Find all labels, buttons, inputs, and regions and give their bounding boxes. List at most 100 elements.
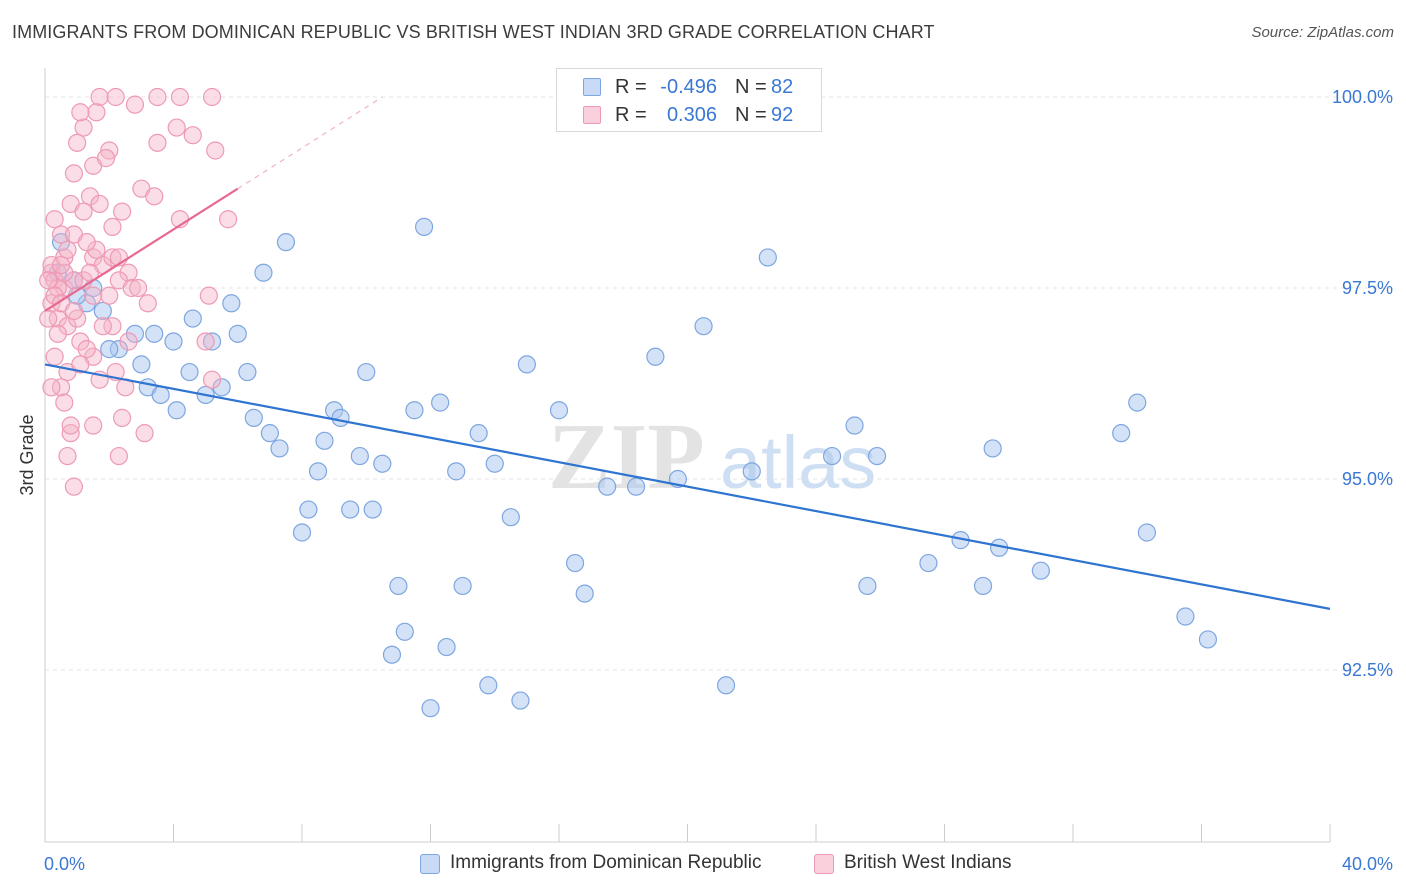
legend-label-dominican: Immigrants from Dominican Republic [450, 852, 762, 873]
data-point-dominican [164, 332, 183, 351]
data-point-bwi [61, 424, 80, 443]
data-point-dominican [270, 439, 289, 458]
data-point-bwi [71, 332, 90, 351]
data-point-bwi [196, 332, 215, 351]
data-point-bwi [71, 103, 90, 122]
data-point-dominican [469, 424, 488, 443]
data-point-dominican [1128, 393, 1147, 412]
data-point-bwi [68, 133, 87, 152]
data-point-bwi [90, 87, 109, 107]
data-point-bwi [109, 446, 128, 466]
data-point-bwi [93, 317, 112, 336]
data-point-bwi [48, 309, 67, 328]
data-point-bwi [64, 301, 84, 321]
data-point-dominican [145, 324, 164, 343]
data-point-dominican [315, 431, 334, 450]
data-point-dominican [167, 401, 186, 420]
data-point-bwi [71, 355, 90, 374]
data-point-dominican [1112, 424, 1131, 443]
data-point-bwi [103, 217, 122, 236]
data-point-dominican [694, 317, 713, 336]
data-point-dominican [254, 263, 273, 282]
data-point-bwi [129, 278, 148, 298]
data-point-bwi [138, 294, 157, 313]
data-point-dominican [222, 294, 241, 313]
stats-r-label: R = [615, 104, 647, 126]
stats-swatch-dominican [583, 78, 601, 96]
data-point-dominican [183, 309, 202, 328]
stats-row-bwi: R = 0.306 N = 92 [557, 102, 821, 130]
data-point-bwi [119, 332, 138, 351]
trend-line-dominican [44, 363, 1331, 610]
stats-r-label: R = [615, 76, 647, 98]
x-tick-labels: 0.0% 40.0% [44, 854, 1393, 874]
data-point-dominican [511, 691, 530, 710]
data-point-bwi [45, 210, 64, 229]
data-point-bwi [77, 340, 96, 359]
data-point-dominican [598, 477, 617, 496]
data-point-bwi [80, 187, 100, 206]
data-point-dominican [373, 454, 392, 473]
data-point-dominican [858, 576, 877, 596]
data-point-dominican [389, 576, 408, 596]
data-point-dominican [414, 217, 434, 236]
stats-r-value: 0.306 [666, 104, 717, 126]
data-point-dominican [125, 324, 145, 343]
data-point-dominican [363, 500, 382, 519]
legend-label-bwi: British West Indians [844, 852, 1012, 873]
data-point-dominican [331, 408, 350, 427]
data-point-dominican [575, 584, 594, 603]
data-point-bwi [55, 393, 74, 412]
data-point-bwi [206, 141, 225, 160]
y-tick-labels: 100.0% 97.5% 95.0% 92.5% [1332, 87, 1393, 680]
watermark-zip: ZIP [548, 405, 705, 509]
data-point-dominican [485, 454, 504, 473]
legend-swatch-dominican [420, 854, 440, 874]
data-point-dominican [260, 424, 279, 443]
data-point-dominican [151, 385, 170, 405]
data-point-dominican [238, 362, 257, 382]
data-point-dominican [132, 355, 151, 374]
data-point-bwi [219, 210, 238, 229]
data-point-bwi [45, 347, 64, 366]
data-point-bwi [64, 164, 84, 183]
data-point-bwi [74, 118, 93, 137]
stats-n-label: N = [735, 104, 767, 126]
data-point-bwi [51, 378, 71, 397]
correlation-stats-box: R = -0.496 N = 82 R = 0.306 N = 92 [556, 68, 822, 132]
data-point-dominican [1137, 523, 1156, 542]
data-point-bwi [122, 278, 141, 298]
data-point-bwi [148, 133, 167, 152]
data-point-dominican [244, 408, 263, 427]
data-point-dominican [517, 355, 536, 374]
y-axis-label: 3rd Grade [17, 414, 37, 495]
data-point-bwi [167, 118, 186, 137]
data-point-bwi [96, 149, 116, 168]
y-tick-label: 92.5% [1342, 660, 1393, 680]
data-point-bwi [202, 87, 222, 107]
data-point-dominican [742, 462, 761, 481]
series-dominican-points [48, 217, 1218, 718]
data-point-bwi [103, 317, 122, 336]
data-point-bwi [58, 446, 77, 466]
data-point-dominican [1176, 607, 1195, 626]
data-point-dominican [479, 676, 498, 695]
data-point-bwi [119, 263, 138, 282]
data-point-dominican [341, 500, 360, 519]
y-tick-label: 100.0% [1332, 87, 1393, 107]
data-point-bwi [90, 194, 109, 214]
data-point-bwi [148, 87, 167, 107]
data-point-bwi [125, 95, 145, 114]
data-point-bwi [48, 324, 67, 343]
stats-n-value: 92 [771, 104, 794, 126]
source-label: Source: ZipAtlas.com [1251, 24, 1394, 41]
data-point-dominican [919, 553, 938, 573]
data-point-bwi [87, 103, 106, 122]
stats-swatch-bwi [583, 106, 601, 124]
data-point-dominican [299, 500, 318, 519]
data-point-bwi [135, 424, 154, 443]
chart-title: IMMIGRANTS FROM DOMINICAN REPUBLIC VS BR… [12, 22, 935, 42]
data-point-bwi [145, 187, 164, 206]
data-point-dominican [276, 233, 296, 252]
trend-line-bwi-extension [237, 96, 383, 190]
